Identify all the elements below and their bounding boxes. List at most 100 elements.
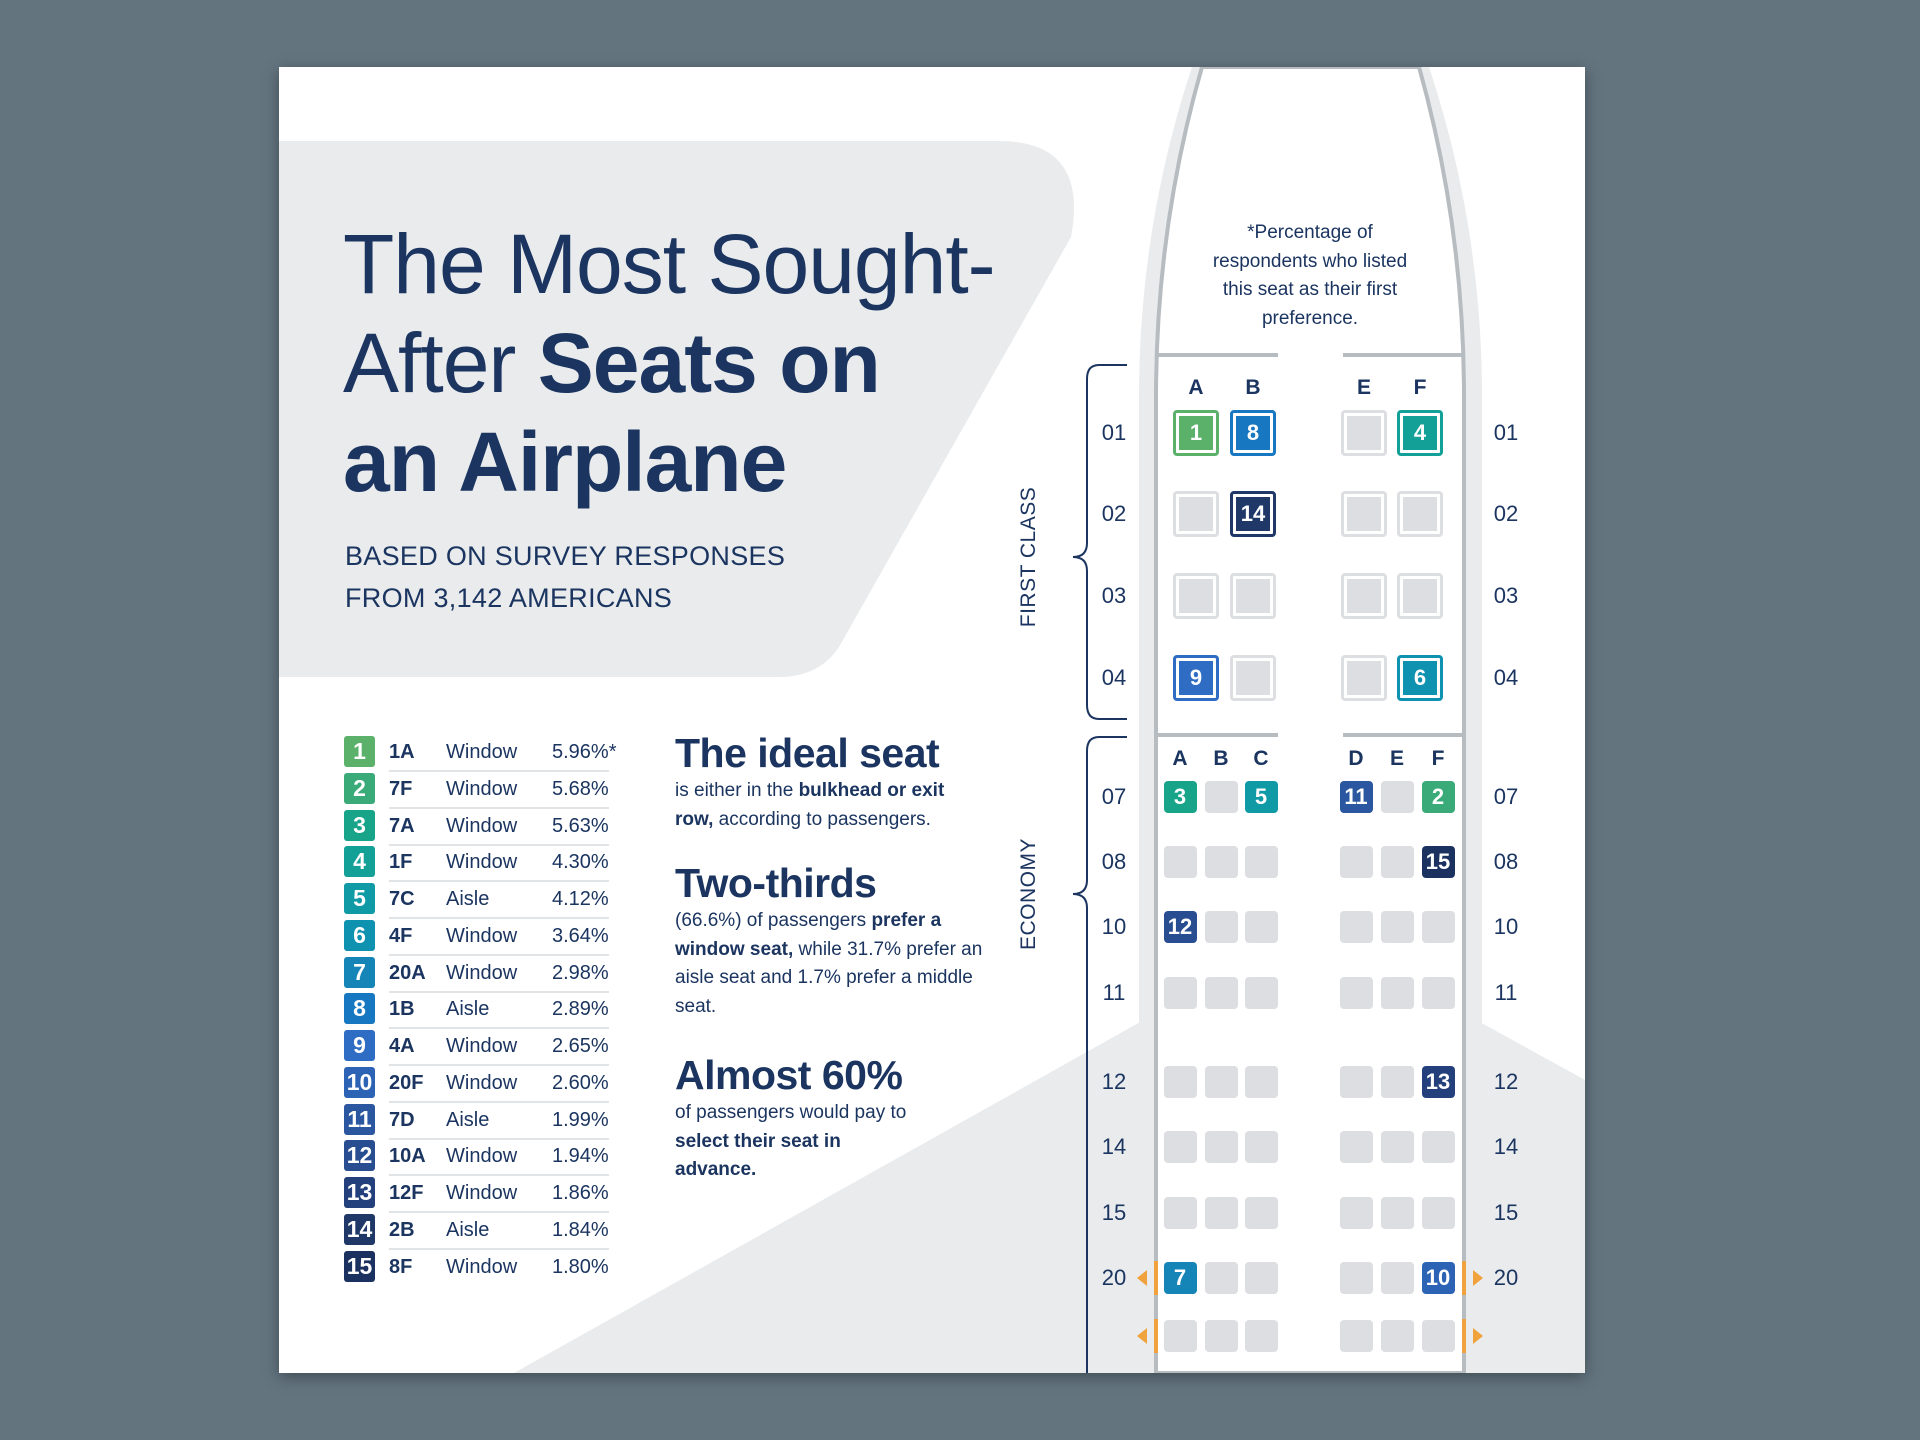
- seat-12E[interactable]: [1380, 1066, 1414, 1098]
- exit-arrow-icon: [1473, 1328, 1483, 1344]
- seat-11D[interactable]: [1339, 977, 1373, 1009]
- seat-percentage: 2.98%: [552, 961, 609, 984]
- seat-08D[interactable]: [1339, 846, 1373, 878]
- seat-08C[interactable]: [1244, 846, 1278, 878]
- seat-04A[interactable]: 9: [1173, 655, 1219, 701]
- seat-21B[interactable]: [1204, 1320, 1238, 1352]
- seat-code: 20F: [389, 1071, 424, 1094]
- seat-08F[interactable]: 15: [1421, 846, 1455, 878]
- seat-12D[interactable]: [1339, 1066, 1373, 1098]
- seat-14A[interactable]: [1163, 1131, 1197, 1163]
- fact-body: of passengers would pay to select their …: [675, 1099, 920, 1185]
- seat-12A[interactable]: [1163, 1066, 1197, 1098]
- seat-fill: [1236, 579, 1270, 613]
- seat-12B[interactable]: [1204, 1066, 1238, 1098]
- seat-21A[interactable]: [1163, 1320, 1197, 1352]
- seat-20A[interactable]: 7: [1163, 1262, 1197, 1294]
- fact-heading: Two-thirds: [675, 860, 877, 906]
- seat-07C[interactable]: 5: [1244, 781, 1278, 813]
- column-header: A: [1172, 747, 1188, 770]
- seat-11A[interactable]: [1163, 977, 1197, 1009]
- column-header: B: [1213, 747, 1229, 770]
- seat-10D[interactable]: [1339, 911, 1373, 943]
- seat-14F[interactable]: [1421, 1131, 1455, 1163]
- seat-01F[interactable]: 4: [1397, 410, 1443, 456]
- seat-03E[interactable]: [1341, 573, 1387, 619]
- seat-20B[interactable]: [1204, 1262, 1238, 1294]
- seat-fill: 6: [1403, 661, 1437, 695]
- fact-text: (66.6%) of passengers: [675, 910, 872, 931]
- seat-fill: 4: [1403, 416, 1437, 450]
- seat-07A[interactable]: 3: [1163, 781, 1197, 813]
- seat-21F[interactable]: [1421, 1320, 1455, 1352]
- seat-20E[interactable]: [1380, 1262, 1414, 1294]
- seat-11C[interactable]: [1244, 977, 1278, 1009]
- row-label: 01: [1101, 420, 1127, 445]
- seat-01E[interactable]: [1341, 410, 1387, 456]
- seat-15C[interactable]: [1244, 1197, 1278, 1229]
- seat-12C[interactable]: [1244, 1066, 1278, 1098]
- seat-14C[interactable]: [1244, 1131, 1278, 1163]
- rank-badge: 9: [344, 1030, 375, 1061]
- seat-03B[interactable]: [1230, 573, 1276, 619]
- seat-21C[interactable]: [1244, 1320, 1278, 1352]
- seat-08A[interactable]: [1163, 846, 1197, 878]
- seat-12F[interactable]: 13: [1421, 1066, 1455, 1098]
- seat-04F[interactable]: 6: [1397, 655, 1443, 701]
- seat-03A[interactable]: [1173, 573, 1219, 619]
- rank-badge: 4: [344, 846, 375, 878]
- row-label: 10: [1493, 914, 1519, 939]
- fact-text: is either in the: [675, 780, 799, 801]
- seat-20D[interactable]: [1339, 1262, 1373, 1294]
- economy-label: ECONOMY: [1017, 837, 1040, 951]
- seat-code: 7D: [389, 1108, 415, 1131]
- seat-code: 1F: [389, 851, 413, 874]
- seat-15B[interactable]: [1204, 1197, 1238, 1229]
- seat-10E[interactable]: [1380, 911, 1414, 943]
- seat-14E[interactable]: [1380, 1131, 1414, 1163]
- seat-10C[interactable]: [1244, 911, 1278, 943]
- rank-badge: 2: [344, 772, 375, 804]
- seat-01A[interactable]: 1: [1173, 410, 1219, 456]
- seat-20F[interactable]: 10: [1421, 1262, 1455, 1294]
- seat-02A[interactable]: [1173, 491, 1219, 537]
- seat-fill: [1179, 579, 1213, 613]
- seat-10B[interactable]: [1204, 911, 1238, 943]
- seat-04E[interactable]: [1341, 655, 1387, 701]
- seat-01B[interactable]: 8: [1230, 410, 1276, 456]
- seat-07D[interactable]: 11: [1339, 781, 1373, 813]
- seat-02E[interactable]: [1341, 491, 1387, 537]
- seat-15F[interactable]: [1421, 1197, 1455, 1229]
- seat-21D[interactable]: [1339, 1320, 1373, 1352]
- seat-02B[interactable]: 14: [1230, 491, 1276, 537]
- seat-11E[interactable]: [1380, 977, 1414, 1009]
- seat-10A[interactable]: 12: [1163, 911, 1197, 943]
- exit-arrow-icon: [1137, 1328, 1147, 1344]
- seat-07E[interactable]: [1380, 781, 1414, 813]
- seat-14B[interactable]: [1204, 1131, 1238, 1163]
- seat-15E[interactable]: [1380, 1197, 1414, 1229]
- seat-10F[interactable]: [1421, 911, 1455, 943]
- seat-07F[interactable]: 2: [1421, 781, 1455, 813]
- seat-11B[interactable]: [1204, 977, 1238, 1009]
- seat-07B[interactable]: [1204, 781, 1238, 813]
- rank-badge: 13: [344, 1177, 375, 1208]
- seat-02F[interactable]: [1397, 491, 1443, 537]
- seat-14D[interactable]: [1339, 1131, 1373, 1163]
- row-label: 12: [1493, 1069, 1519, 1094]
- row-label: 11: [1494, 980, 1518, 1005]
- row-label: 01: [1493, 420, 1519, 445]
- seat-15A[interactable]: [1163, 1197, 1197, 1229]
- rank-badge: 5: [344, 883, 375, 914]
- seat-03F[interactable]: [1397, 573, 1443, 619]
- seat-11F[interactable]: [1421, 977, 1455, 1009]
- seat-08B[interactable]: [1204, 846, 1238, 878]
- row-label: 10: [1101, 914, 1127, 939]
- seat-percentage: 4.30%: [552, 851, 609, 874]
- seat-15D[interactable]: [1339, 1197, 1373, 1229]
- seat-04B[interactable]: [1230, 655, 1276, 701]
- seat-08E[interactable]: [1380, 846, 1414, 878]
- economy-bracket: [1072, 736, 1127, 1373]
- seat-21E[interactable]: [1380, 1320, 1414, 1352]
- seat-20C[interactable]: [1244, 1262, 1278, 1294]
